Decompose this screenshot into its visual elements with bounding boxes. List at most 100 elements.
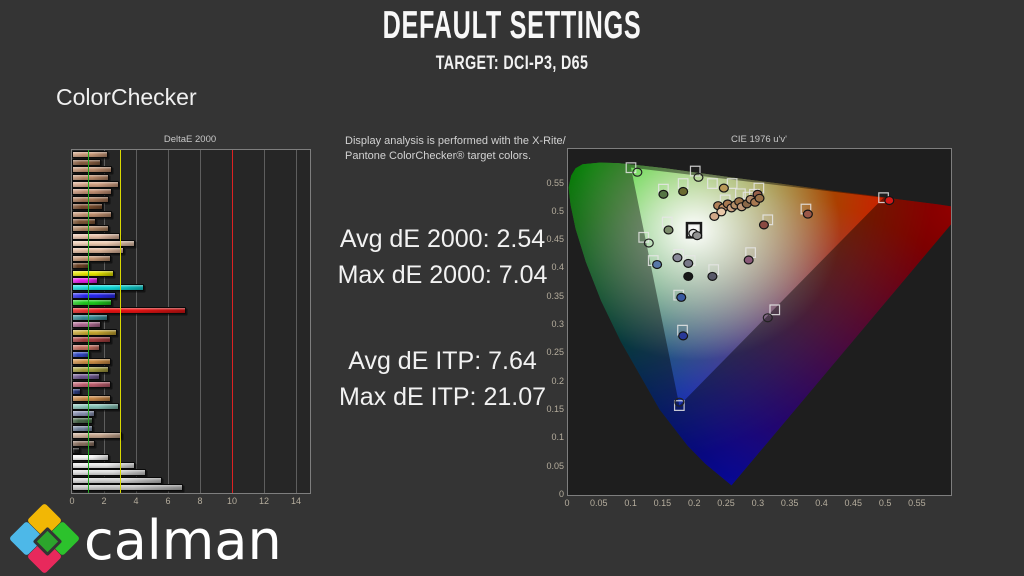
cie-y-axis: 0 0.05 0.1 0.15 0.2 0.25 0.3 0.35 0.4 0.45 0.5 0.55 [536,148,564,499]
deltae-bar [72,343,100,351]
measurement-point [755,194,764,202]
deltae-bar [72,151,108,159]
analysis-note-line1: Display analysis is performed with the X… [345,135,566,147]
target-square [639,233,649,243]
x-tick-label: 10 [226,496,238,506]
deltae-bar [72,387,82,395]
deltae-bar [72,291,116,299]
target-square [708,179,718,189]
deltae-bar [72,476,162,484]
measurement-point [885,197,894,205]
avg-de2000-value: Avg dE 2000: 2.54 [339,225,546,253]
reference-line [88,150,89,493]
deltae-bar [72,461,135,469]
deltae-bar-chart [71,149,311,494]
cie-x-axis: 0 0.05 0.1 0.15 0.2 0.25 0.3 0.35 0.4 0.45 0.5 0.55 [564,498,953,510]
x-tick-label: 12 [258,496,270,506]
deltae-bar [72,350,90,358]
x-tick-label: 4 [133,496,139,506]
x-tick-label: 0.45 [844,498,863,508]
cie-chart-title: CIE 1976 u'v' [731,134,787,145]
measurement-point [679,332,688,340]
x-tick-label: 0.5 [878,498,892,508]
deltae-bar [72,321,102,329]
deltae-bar [72,195,110,203]
deltae-bar [72,240,135,248]
target-square [727,179,737,189]
target-square [770,305,780,315]
y-tick-label: 0.15 [546,404,564,415]
measurement-point [675,398,684,406]
deltae-bar [72,424,94,432]
y-tick-label: 0.3 [551,319,564,330]
target-square [626,163,636,173]
deltae-bar [72,365,110,373]
measurement-point [694,173,703,181]
bar-chart-x-axis: 0 2 4 6 8 10 12 14 [69,496,313,508]
deltae-bar [72,373,100,381]
x-tick-label: 0.1 [624,498,637,508]
deltae-bar [72,158,102,166]
y-tick-label: 0.25 [546,347,564,358]
deltae-bar [72,483,183,491]
deltae-bar [72,210,113,218]
page-subtitle: TARGET: DCI-P3, D65 [435,53,589,74]
deltae-bar [72,180,119,188]
x-tick-label: 0.05 [590,498,608,508]
deltae-bar [72,203,103,211]
y-tick-label: 0.5 [551,205,564,216]
measurement-point [679,188,688,196]
measurement-point [708,272,717,280]
x-tick-label: 0.2 [687,498,701,508]
deltae-bar [72,439,95,447]
measurement-point [744,256,753,264]
analysis-note-line2: Pantone ColorChecker® target colors. [345,150,532,163]
x-tick-label: 14 [290,496,302,506]
deltae-bar [72,166,113,174]
measurement-point [677,293,686,301]
x-tick-label: 0.35 [780,498,799,508]
measurement-point [673,254,682,262]
measurement-point [763,314,772,322]
x-tick-label: 0 [69,496,75,506]
x-tick-label: 0.3 [751,498,765,508]
grid-line [104,150,105,493]
y-tick-label: 0.2 [551,375,564,386]
measurement-point [684,272,693,280]
y-tick-label: 0.45 [546,234,564,245]
section-title: ColorChecker [56,84,197,110]
y-tick-label: 0.05 [546,460,564,471]
deltae-bar [72,447,81,455]
measurement-point [653,261,662,269]
deltae-bar [72,232,121,240]
measurement-point [644,239,653,247]
deltae-bar [72,225,110,233]
measurement-point [760,221,769,229]
deltae-bar [72,284,145,292]
page-title: DEFAULT SETTINGS [382,4,642,47]
deltae-bar [72,395,111,403]
deltae-bar [72,262,90,270]
measurement-point [693,232,702,240]
measurement-point [803,210,812,218]
grid-line [136,150,137,493]
deltae-bar [72,254,111,262]
deltae-bar [72,313,108,321]
deltae-bar [72,277,98,285]
deltae-bar [72,402,119,410]
deltae-bar [72,469,146,477]
x-tick-label: 0.15 [653,498,672,508]
x-tick-label: 0 [564,498,570,508]
cie-chromaticity-diagram [567,148,952,496]
deltae-bar [72,358,111,366]
y-tick-label: 0.55 [546,177,564,188]
deltae-bar [72,217,97,225]
measurement-point [717,208,726,216]
deitp-stats: Avg dE ITP: 7.64 Max dE ITP: 21.07 [325,343,560,415]
de2000-stats: Avg dE 2000: 2.54 Max dE 2000: 7.04 [325,221,560,293]
grid-line [168,150,169,493]
x-tick-label: 0.55 [908,498,926,508]
deltae-bar [72,336,111,344]
deltae-bar [72,328,118,336]
deltae-bar [72,173,110,181]
